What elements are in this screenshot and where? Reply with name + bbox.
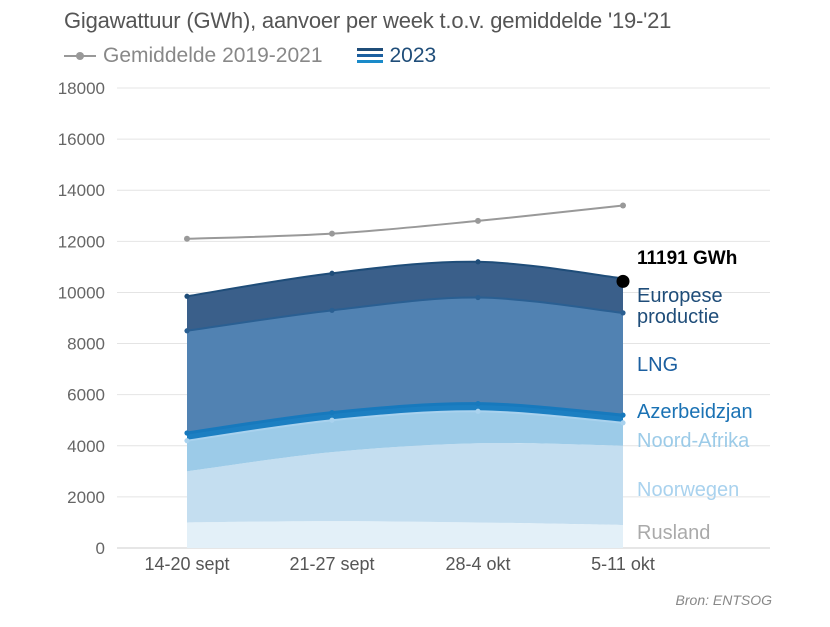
legend-label-average: Gemiddelde 2019-2021 bbox=[103, 44, 323, 67]
y-tick-label: 8000 bbox=[67, 335, 105, 354]
y-tick-label: 10000 bbox=[58, 283, 105, 302]
line-lng bbox=[186, 296, 624, 332]
series-label-noorwegen: Noorwegen bbox=[637, 479, 739, 501]
point-azerbeidzjan bbox=[329, 409, 335, 416]
annotation-label: 11191 GWh bbox=[637, 248, 737, 269]
series-label-rusland: Rusland bbox=[637, 522, 710, 544]
point-azerbeidzjan bbox=[475, 401, 481, 407]
point-lng bbox=[620, 310, 626, 316]
point-noord-afrika bbox=[184, 438, 190, 444]
chart-title: Gigawattuur (GWh), aanvoer per week t.o.… bbox=[64, 8, 672, 33]
point-noord-afrika bbox=[329, 417, 335, 423]
legend: Gemiddelde 2019-2021 2023 bbox=[64, 43, 470, 69]
line-noord-afrika bbox=[186, 410, 624, 442]
point-noord-afrika bbox=[475, 408, 481, 414]
area-azerbeidzjan bbox=[187, 403, 623, 441]
x-tick-label: 21-27 sept bbox=[289, 554, 374, 574]
point-average bbox=[620, 202, 626, 209]
x-tick-label: 14-20 sept bbox=[144, 554, 229, 574]
series-label-europese-productie: Europese bbox=[637, 285, 723, 307]
x-tick-label: 28-4 okt bbox=[445, 554, 510, 574]
point-europese-productie bbox=[329, 270, 335, 276]
legend-label-2023: 2023 bbox=[389, 44, 437, 67]
y-tick-label: 2000 bbox=[67, 488, 105, 507]
point-europese-productie bbox=[475, 259, 481, 265]
y-tick-label: 18000 bbox=[58, 79, 105, 98]
area-rusland bbox=[187, 521, 623, 548]
point-average bbox=[184, 235, 190, 242]
legend-item-average[interactable]: Gemiddelde 2019-2021 bbox=[64, 44, 323, 68]
average-line-icon bbox=[64, 50, 96, 62]
series-label-lng: LNG bbox=[637, 354, 678, 376]
point-noord-afrika bbox=[620, 420, 626, 426]
line-europese-productie bbox=[186, 260, 624, 298]
point-azerbeidzjan bbox=[620, 412, 626, 418]
stacked-lines-icon bbox=[356, 47, 383, 65]
point-lng bbox=[475, 294, 481, 301]
line-azerbeidzjan bbox=[186, 402, 624, 435]
point-europese-productie bbox=[184, 293, 190, 299]
y-tick-label: 0 bbox=[96, 539, 105, 558]
series-label-azerbeidzjan: Azerbeidzjan bbox=[637, 401, 753, 423]
y-tick-label: 16000 bbox=[58, 130, 105, 149]
line-average bbox=[186, 204, 624, 240]
area-lng bbox=[187, 297, 623, 433]
area-noord-afrika bbox=[187, 411, 623, 472]
y-tick-label: 6000 bbox=[67, 386, 105, 405]
point-lng bbox=[184, 328, 190, 334]
point-azerbeidzjan bbox=[184, 430, 190, 436]
source-note: Bron: ENTSOG bbox=[675, 592, 772, 608]
point-average bbox=[475, 217, 481, 224]
y-tick-label: 12000 bbox=[58, 232, 105, 251]
point-average bbox=[329, 230, 335, 237]
series-label-noord-afrika: Noord-Afrika bbox=[637, 430, 750, 452]
series-label-europese-productie: productie bbox=[637, 306, 719, 328]
legend-item-2023[interactable]: 2023 bbox=[356, 44, 437, 68]
y-tick-label: 4000 bbox=[67, 437, 105, 456]
point-lng bbox=[329, 307, 335, 313]
annotation-dot bbox=[616, 274, 630, 288]
area-noorwegen bbox=[187, 443, 623, 525]
y-tick-label: 14000 bbox=[58, 181, 105, 200]
x-tick-label: 5-11 okt bbox=[591, 554, 655, 574]
